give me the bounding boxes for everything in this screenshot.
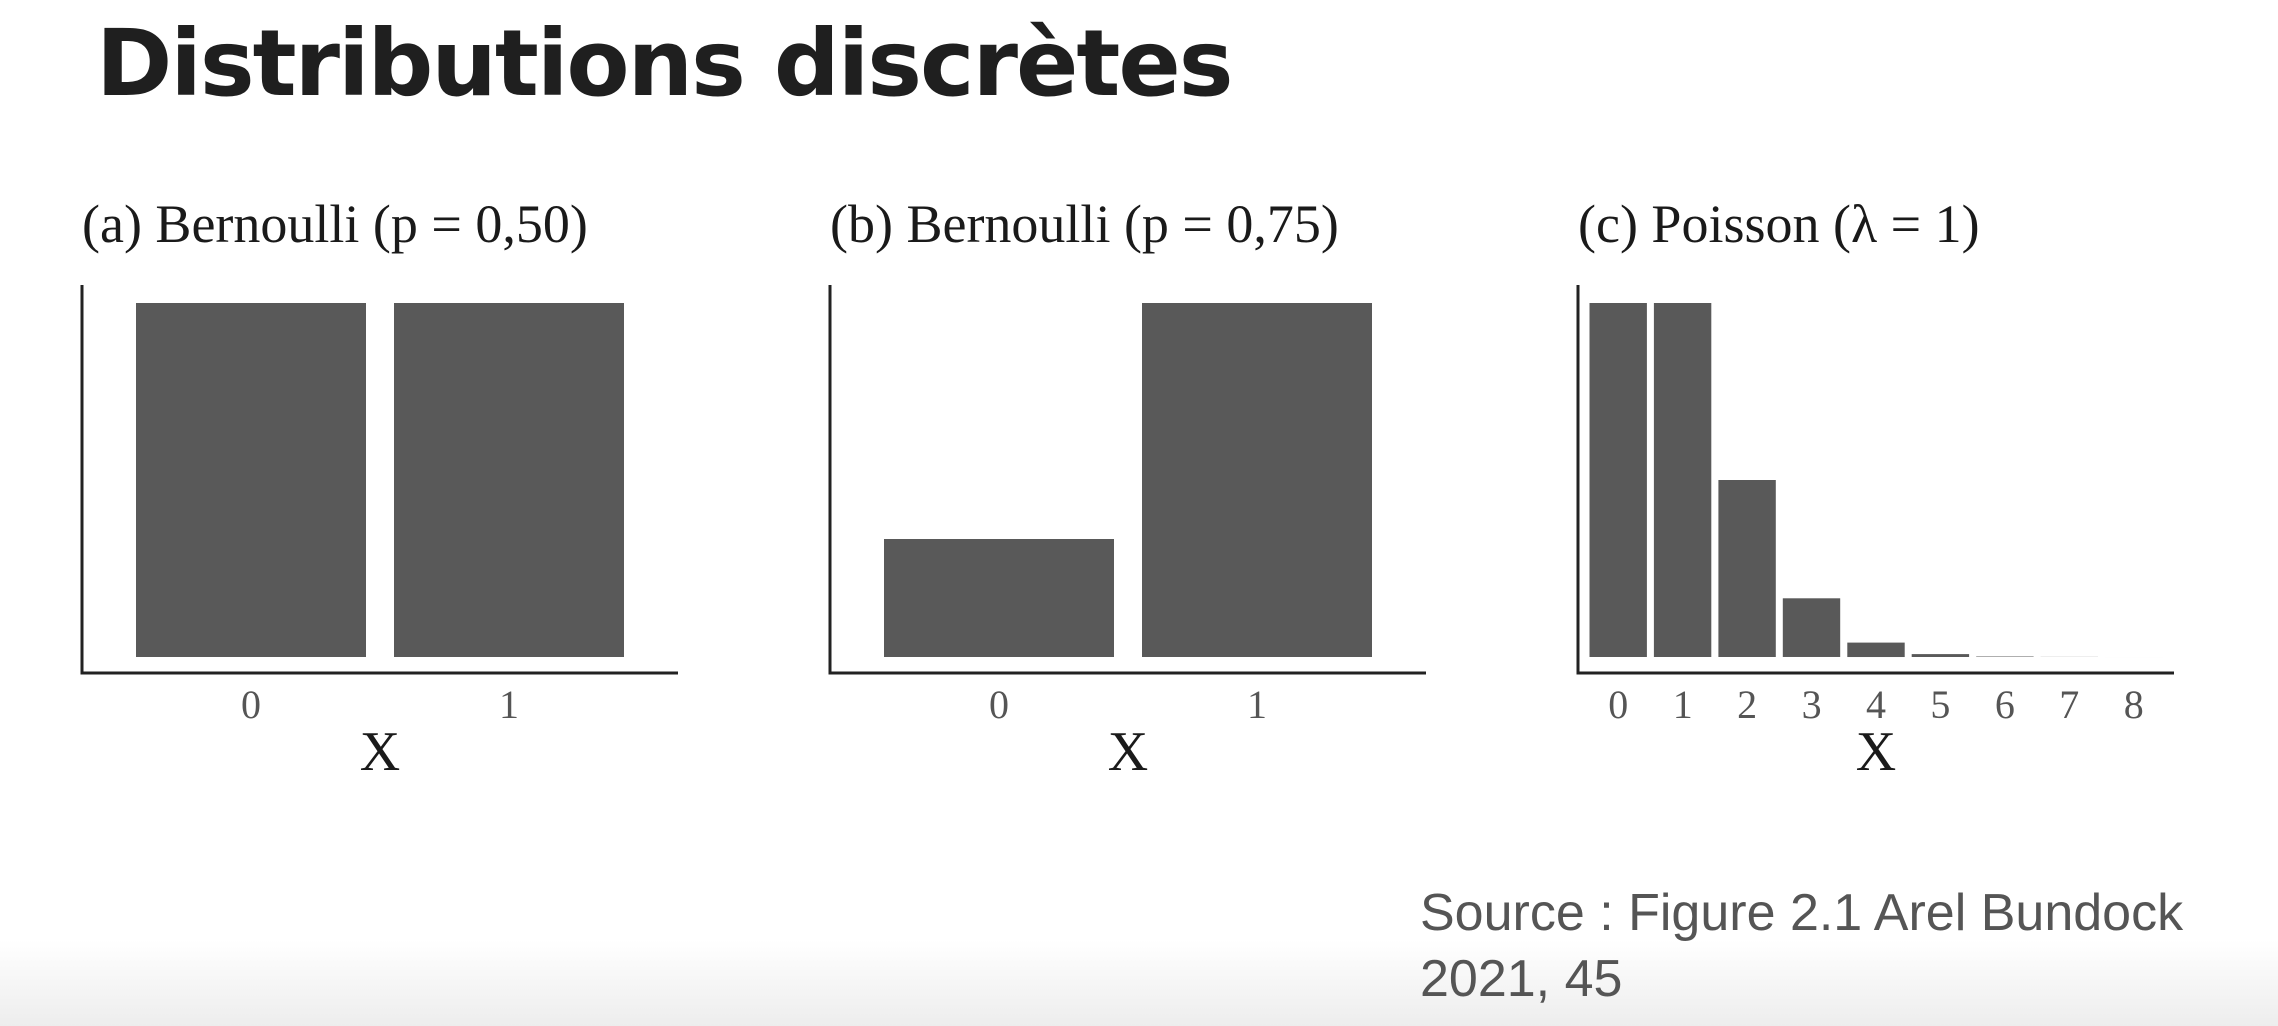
x-axis-label: X [1108,721,1148,783]
bars-group [136,303,624,657]
bar-x-0 [884,539,1114,657]
chart-title: (b) Bernoulli (p = 0,75) [830,194,1339,254]
x-tick-label: 6 [1995,682,2015,727]
bar-x-1 [1653,303,1712,657]
bar-x-0 [1589,303,1647,657]
x-axis-label: X [1856,721,1896,783]
x-tick-label: 1 [499,682,519,727]
bar-x-0 [136,303,366,657]
x-tick-label: 1 [1247,682,1267,727]
x-axis-label: X [360,721,400,783]
source-citation: Source : Figure 2.1 Arel Bundock 2021, 4… [1420,884,2184,1008]
x-tick-label: 1 [1673,682,1693,727]
x-tick-label: 2 [1737,682,1757,727]
x-tick-label: 7 [2059,682,2079,727]
bar-x-3 [1782,598,1841,657]
bars-group [884,303,1372,657]
bar-x-5 [1911,654,1970,657]
chart-title: (c) Poisson (λ = 1) [1578,194,1980,254]
bars-group [1589,303,2163,658]
x-tick-label: 4 [1866,682,1886,727]
chart-axes [1576,285,2174,675]
chart-axes [80,285,678,675]
x-tick-label: 0 [1608,682,1628,727]
x-tick-label: 8 [2124,682,2144,727]
bar-x-4 [1847,642,1905,658]
bar-x-2 [1718,480,1776,657]
bar-x-1 [1142,303,1372,657]
x-tick-label: 3 [1802,682,1822,727]
bar-x-1 [394,303,624,657]
x-tick-label: 5 [1930,682,1950,727]
chart-axes [828,285,1426,675]
slide-title: Distributions discrètes [96,10,1233,117]
chart-title: (a) Bernoulli (p = 0,50) [82,194,588,254]
x-tick-label: 0 [241,682,261,727]
x-tick-label: 0 [989,682,1009,727]
